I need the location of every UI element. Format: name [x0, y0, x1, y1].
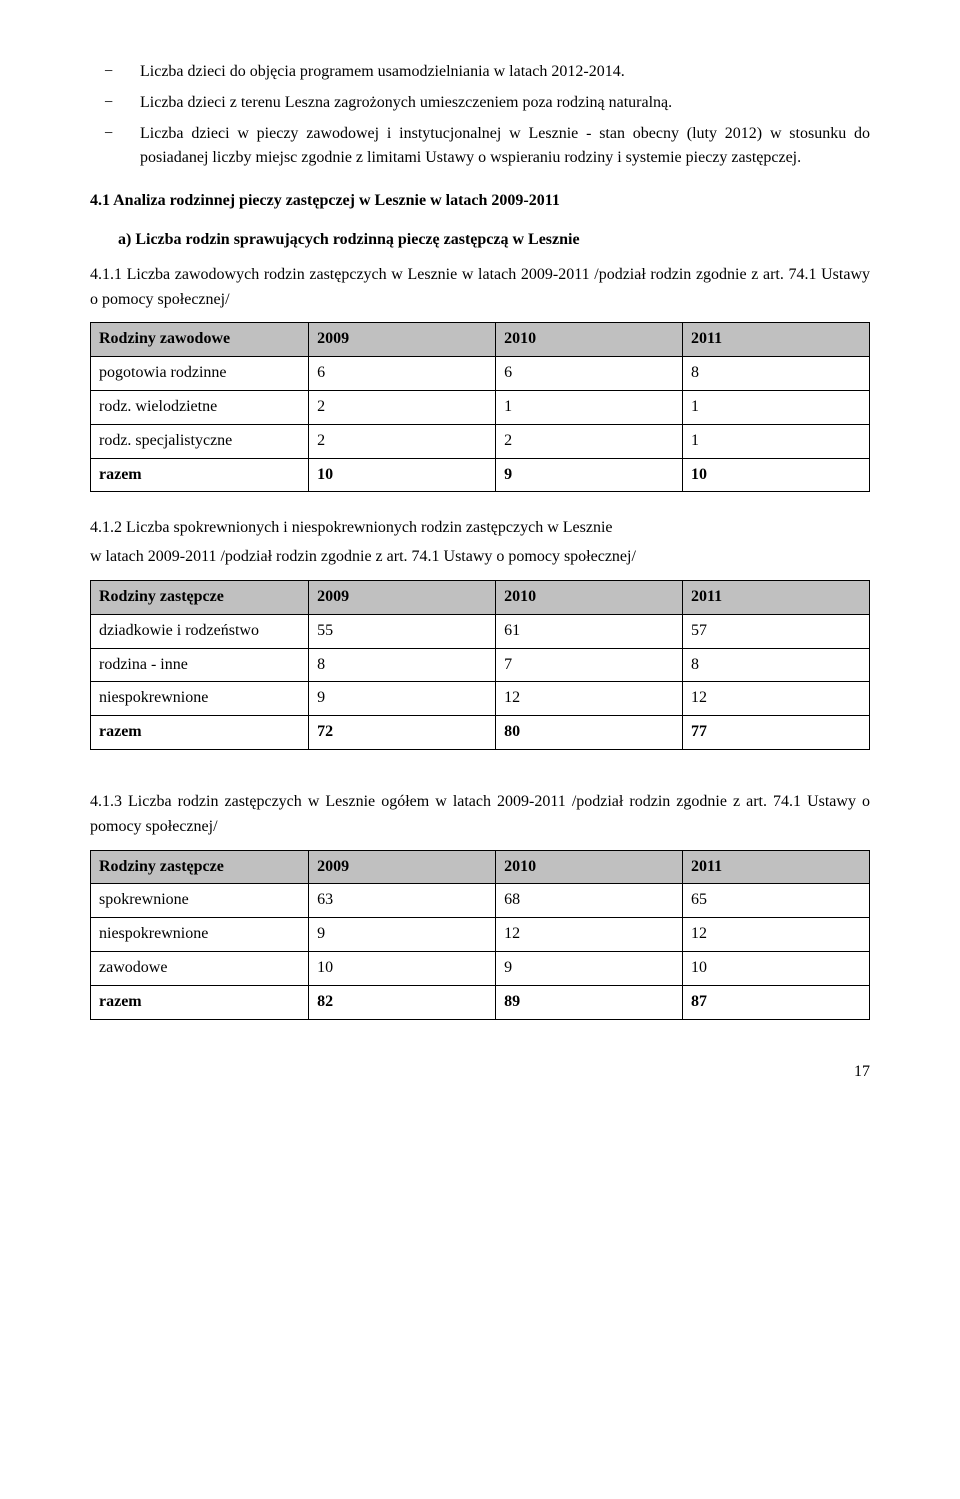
table-header-cell: 2011	[683, 850, 870, 884]
table-cell: 9	[309, 918, 496, 952]
table-cell: 1	[683, 390, 870, 424]
table-cell: 9	[309, 682, 496, 716]
table-rodziny-zawodowe: Rodziny zawodowe200920102011pogotowia ro…	[90, 322, 870, 492]
bullet-list: − Liczba dzieci do objęcia programem usa…	[90, 60, 870, 171]
table-cell: 10	[683, 458, 870, 492]
table-cell: dziadkowie i rodzeństwo	[91, 614, 309, 648]
table-cell: 63	[309, 884, 496, 918]
table-cell: 6	[309, 357, 496, 391]
table-cell: 82	[309, 985, 496, 1019]
table-header-cell: 2009	[309, 850, 496, 884]
bullet-text: Liczba dzieci z terenu Leszna zagrożonyc…	[140, 91, 870, 116]
table-row: rodz. wielodzietne211	[91, 390, 870, 424]
table-cell: 68	[496, 884, 683, 918]
table-row: dziadkowie i rodzeństwo556157	[91, 614, 870, 648]
table-cell: 87	[683, 985, 870, 1019]
table-cell: spokrewnione	[91, 884, 309, 918]
table-cell: 57	[683, 614, 870, 648]
table-cell: rodz. specjalistyczne	[91, 424, 309, 458]
list-item: − Liczba dzieci do objęcia programem usa…	[90, 60, 870, 85]
table-cell: rodzina - inne	[91, 648, 309, 682]
table-cell: 61	[496, 614, 683, 648]
table-row: zawodowe10 910	[91, 951, 870, 985]
table-header-cell: 2011	[683, 323, 870, 357]
table-cell: 2	[496, 424, 683, 458]
table-header-cell: 2010	[496, 580, 683, 614]
subheading-a: a) Liczba rodzin sprawujących rodzinną p…	[118, 228, 870, 253]
table-cell: 12	[683, 918, 870, 952]
table-row: niespokrewnione91212	[91, 682, 870, 716]
table-cell: 89	[496, 985, 683, 1019]
table-header-row: Rodziny zastępcze200920102011	[91, 850, 870, 884]
table-cell: zawodowe	[91, 951, 309, 985]
list-item: − Liczba dzieci w pieczy zawodowej i ins…	[90, 122, 870, 172]
table-cell: 12	[496, 918, 683, 952]
table-header-cell: 2010	[496, 323, 683, 357]
heading-4-1: 4.1 Analiza rodzinnej pieczy zastępczej …	[90, 189, 870, 214]
table-cell: niespokrewnione	[91, 918, 309, 952]
table-cell: 1	[496, 390, 683, 424]
table-cell: 77	[683, 716, 870, 750]
table-cell: pogotowia rodzinne	[91, 357, 309, 391]
table-header-cell: Rodziny zawodowe	[91, 323, 309, 357]
table-cell: 80	[496, 716, 683, 750]
bullet-text: Liczba dzieci do objęcia programem usamo…	[140, 60, 870, 85]
list-item: − Liczba dzieci z terenu Leszna zagrożon…	[90, 91, 870, 116]
table-cell: 2	[309, 424, 496, 458]
table-cell: razem	[91, 458, 309, 492]
table-cell: 55	[309, 614, 496, 648]
table-row: razem10910	[91, 458, 870, 492]
table-header-cell: 2010	[496, 850, 683, 884]
table-cell: 6	[496, 357, 683, 391]
table-cell: 8	[683, 357, 870, 391]
table-cell: 7	[496, 648, 683, 682]
table-cell: razem	[91, 985, 309, 1019]
table-cell: razem	[91, 716, 309, 750]
table-cell: 2	[309, 390, 496, 424]
table-rodziny-zastepcze-1: Rodziny zastępcze200920102011dziadkowie …	[90, 580, 870, 750]
table-rodziny-zastepcze-2: Rodziny zastępcze200920102011spokrewnion…	[90, 850, 870, 1020]
para-4-1-2-line1: 4.1.2 Liczba spokrewnionych i niespokrew…	[90, 516, 870, 541]
table-cell: 1	[683, 424, 870, 458]
table-cell: 10	[309, 951, 496, 985]
table-header-cell: Rodziny zastępcze	[91, 580, 309, 614]
para-4-1-2-line2: w latach 2009-2011 /podział rodzin zgodn…	[90, 545, 870, 570]
table-cell: 12	[496, 682, 683, 716]
table-row: razem828987	[91, 985, 870, 1019]
table-header-row: Rodziny zastępcze200920102011	[91, 580, 870, 614]
table-cell: 8	[309, 648, 496, 682]
table-header-cell: 2011	[683, 580, 870, 614]
table-header-cell: 2009	[309, 580, 496, 614]
table-header-row: Rodziny zawodowe200920102011	[91, 323, 870, 357]
table-cell: 10	[309, 458, 496, 492]
table-row: spokrewnione636865	[91, 884, 870, 918]
table-cell: 9	[496, 458, 683, 492]
table-cell: 12	[683, 682, 870, 716]
table-cell: 8	[683, 648, 870, 682]
bullet-text: Liczba dzieci w pieczy zawodowej i insty…	[140, 122, 870, 172]
page-number: 17	[90, 1060, 870, 1085]
table-header-cell: 2009	[309, 323, 496, 357]
bullet-marker: −	[90, 122, 140, 172]
table-row: rodzina - inne878	[91, 648, 870, 682]
table-cell: niespokrewnione	[91, 682, 309, 716]
table-cell: 9	[496, 951, 683, 985]
table-row: pogotowia rodzinne668	[91, 357, 870, 391]
table-row: niespokrewnione91212	[91, 918, 870, 952]
table-cell: rodz. wielodzietne	[91, 390, 309, 424]
bullet-marker: −	[90, 91, 140, 116]
table-row: razem7280 77	[91, 716, 870, 750]
table-cell: 72	[309, 716, 496, 750]
table-cell: 65	[683, 884, 870, 918]
table-row: rodz. specjalistyczne221	[91, 424, 870, 458]
table-header-cell: Rodziny zastępcze	[91, 850, 309, 884]
bullet-marker: −	[90, 60, 140, 85]
para-4-1-3: 4.1.3 Liczba rodzin zastępczych w Leszni…	[90, 790, 870, 840]
table-cell: 10	[683, 951, 870, 985]
para-4-1-1: 4.1.1 Liczba zawodowych rodzin zastępczy…	[90, 263, 870, 313]
